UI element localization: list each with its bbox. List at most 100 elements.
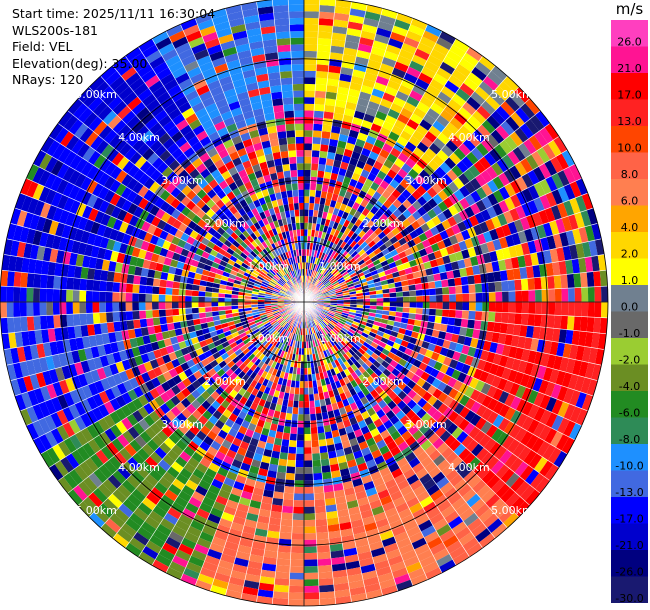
velocity-gate	[49, 248, 59, 263]
velocity-gate	[210, 478, 224, 490]
velocity-gate	[220, 243, 230, 252]
velocity-gate	[426, 108, 440, 121]
velocity-gate	[341, 474, 352, 483]
velocity-gate	[252, 410, 262, 420]
velocity-gate	[256, 419, 266, 428]
velocity-gate	[283, 392, 290, 400]
velocity-gate	[243, 259, 251, 267]
velocity-gate	[268, 317, 276, 322]
velocity-gate	[341, 440, 351, 449]
velocity-gate	[82, 146, 96, 162]
velocity-gate	[26, 181, 39, 198]
velocity-gate	[599, 270, 608, 287]
velocity-gate	[318, 284, 325, 290]
velocity-gate	[426, 187, 438, 199]
velocity-gate	[168, 483, 182, 496]
velocity-gate	[345, 452, 356, 462]
velocity-gate	[296, 433, 304, 441]
velocity-gate	[534, 302, 542, 315]
velocity-gate	[276, 471, 287, 480]
velocity-gate	[492, 189, 505, 203]
velocity-gate	[336, 502, 348, 511]
velocity-gate	[171, 235, 181, 246]
velocity-gate	[388, 282, 396, 289]
velocity-gate	[170, 405, 182, 417]
ray-separator	[14, 207, 305, 303]
velocity-gate	[458, 240, 468, 251]
velocity-gate	[287, 289, 294, 295]
velocity-gate	[133, 386, 144, 398]
velocity-gate	[260, 285, 267, 290]
velocity-gate	[268, 271, 275, 278]
velocity-gate	[271, 306, 279, 309]
velocity-gate	[481, 119, 496, 134]
velocity-gate	[267, 315, 275, 320]
velocity-gate	[482, 302, 490, 312]
velocity-gate	[432, 193, 444, 205]
velocity-gate	[230, 487, 243, 497]
velocity-gate	[459, 267, 468, 278]
velocity-gate	[444, 80, 460, 94]
velocity-gate	[271, 321, 279, 327]
velocity-gate	[337, 231, 344, 240]
velocity-gate	[569, 181, 582, 198]
velocity-gate	[240, 490, 253, 500]
ray-separator	[32, 163, 305, 303]
velocity-gate	[49, 463, 64, 481]
velocity-gate	[448, 358, 459, 370]
velocity-gate	[252, 257, 260, 265]
velocity-gate	[229, 372, 238, 381]
velocity-gate	[436, 553, 453, 567]
velocity-gate	[437, 132, 450, 145]
velocity-gate	[456, 430, 469, 444]
velocity-gate	[426, 208, 438, 220]
velocity-gate	[501, 312, 509, 324]
velocity-gate	[357, 175, 368, 185]
velocity-gate	[315, 250, 321, 258]
ray-separator	[0, 301, 305, 319]
velocity-gate	[259, 250, 267, 258]
velocity-gate	[33, 302, 41, 317]
velocity-gate	[551, 172, 564, 190]
velocity-gate	[309, 269, 313, 277]
velocity-gate	[122, 211, 134, 225]
velocity-gate	[191, 409, 203, 420]
velocity-gate	[330, 172, 339, 181]
velocity-gate	[86, 279, 94, 291]
velocity-gate	[328, 138, 339, 147]
velocity-gate	[449, 302, 456, 310]
ray-separator	[138, 301, 305, 558]
velocity-gate	[334, 442, 344, 451]
velocity-gate	[249, 554, 264, 564]
velocity-gate	[473, 160, 486, 174]
velocity-gate	[491, 162, 504, 177]
velocity-gate	[455, 502, 471, 516]
velocity-gate	[125, 224, 135, 236]
velocity-gate	[397, 425, 408, 436]
velocity-gate	[333, 408, 341, 417]
velocity-gate	[94, 210, 105, 224]
velocity-gate	[383, 297, 390, 302]
velocity-gate	[321, 277, 328, 284]
velocity-gate	[426, 483, 440, 496]
velocity-gate	[372, 116, 385, 127]
velocity-gate	[304, 354, 308, 362]
velocity-gate	[272, 591, 289, 599]
velocity-gate	[398, 49, 415, 61]
velocity-gate	[523, 449, 537, 466]
velocity-gate	[110, 424, 123, 438]
velocity-gate	[525, 154, 539, 170]
velocity-gate	[345, 560, 361, 570]
velocity-gate	[334, 180, 343, 189]
velocity-gate	[320, 321, 327, 328]
velocity-gate	[206, 217, 216, 228]
velocity-gate	[243, 272, 251, 278]
velocity-gate	[213, 472, 227, 484]
velocity-gate	[422, 501, 438, 514]
velocity-gate	[370, 302, 377, 306]
velocity-gate	[13, 286, 21, 302]
velocity-gate	[274, 404, 283, 412]
velocity-gate	[258, 582, 275, 592]
velocity-gate	[112, 488, 128, 504]
velocity-gate	[158, 302, 166, 310]
